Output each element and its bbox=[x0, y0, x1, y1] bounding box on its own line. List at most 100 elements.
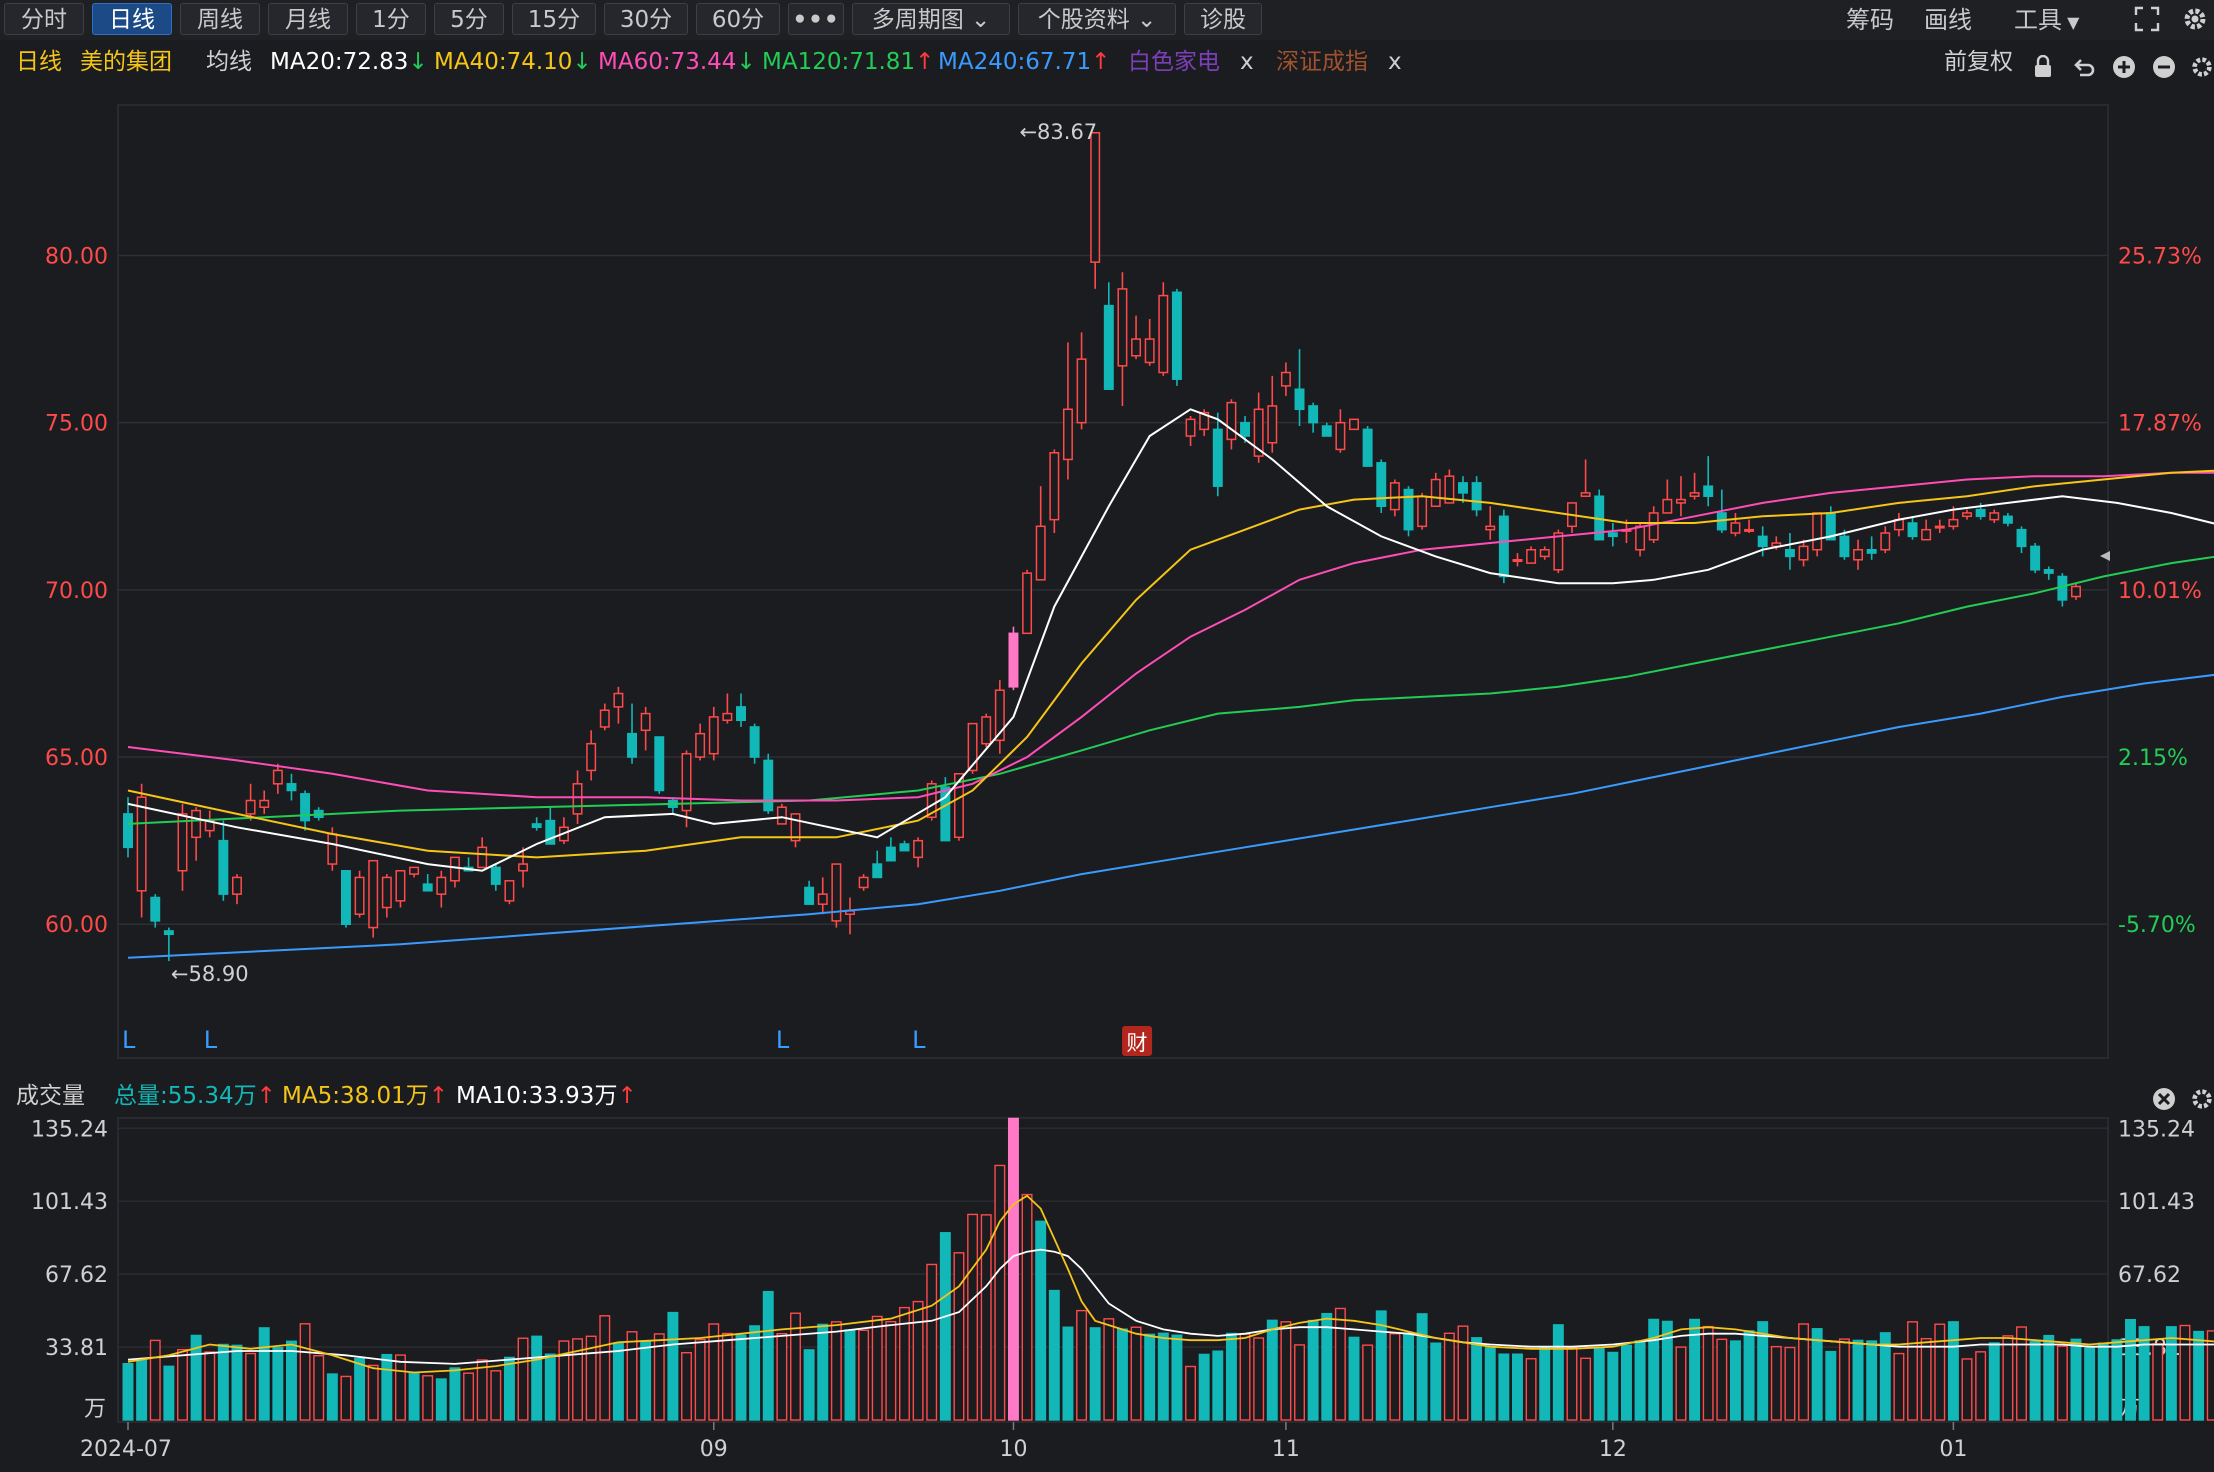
stock-info-dropdown[interactable]: 个股资料 ⌄ bbox=[1018, 3, 1176, 35]
fullscreen-icon[interactable] bbox=[2134, 6, 2160, 32]
tab-daily[interactable]: 日线 bbox=[92, 3, 172, 35]
kline-chart[interactable]: 80.00 25.73% 75.00 17.87% 70.00 10.01% 65.00 2.… bbox=[0, 84, 2214, 1472]
undo-icon[interactable] bbox=[2072, 50, 2096, 94]
ma-type-label[interactable]: 均线 bbox=[206, 49, 252, 75]
volume-bar bbox=[2084, 1347, 2096, 1421]
volume-bar bbox=[1729, 1340, 1741, 1421]
volume-ma5-line bbox=[127, 1194, 2214, 1374]
close-volume-icon[interactable] bbox=[2152, 1084, 2176, 1124]
diagnose-button[interactable]: 诊股 bbox=[1184, 3, 1262, 35]
volume-bar bbox=[585, 1335, 597, 1421]
volume-bar bbox=[572, 1338, 584, 1421]
candle-body bbox=[1662, 498, 1673, 514]
candle-body bbox=[1526, 548, 1537, 564]
volume-bar bbox=[708, 1323, 720, 1421]
volume-bar bbox=[503, 1356, 515, 1421]
volume-bar bbox=[286, 1340, 297, 1421]
lock-icon[interactable] bbox=[2032, 50, 2054, 94]
volume-bar bbox=[435, 1378, 447, 1421]
volume-tick-label: 135.24 bbox=[2118, 1117, 2195, 1142]
draw-line-button[interactable]: 画线 bbox=[1924, 6, 1972, 34]
volume-bar bbox=[1920, 1337, 1932, 1421]
financial-report-marker: 财 bbox=[1127, 1031, 1148, 1055]
zoom-out-icon[interactable] bbox=[2152, 50, 2176, 94]
stock-name[interactable]: 美的集团 bbox=[80, 49, 172, 75]
volume-bar bbox=[1811, 1328, 1823, 1421]
tools-dropdown[interactable]: 工具 ▼ bbox=[2014, 4, 2079, 36]
sector-tag-appliance[interactable]: 白色家电 bbox=[1128, 49, 1220, 75]
volume-bar bbox=[871, 1315, 883, 1421]
chips-button[interactable]: 筹码 bbox=[1846, 6, 1894, 34]
volume-bar bbox=[681, 1351, 692, 1421]
candle-body bbox=[586, 742, 597, 772]
candle-body bbox=[981, 716, 992, 745]
x-axis-label: 11 bbox=[1272, 1437, 1300, 1462]
volume-bar bbox=[217, 1343, 229, 1421]
tab-1min[interactable]: 1分 bbox=[356, 3, 426, 35]
volume-bar bbox=[1130, 1326, 1142, 1421]
ma120-label: MA120:71.81 bbox=[762, 49, 916, 75]
candle-body bbox=[736, 706, 746, 722]
tab-fenshi[interactable]: 分时 bbox=[4, 3, 84, 35]
volume-bar bbox=[1552, 1324, 1564, 1421]
candle-body bbox=[613, 692, 624, 708]
volume-bar bbox=[1975, 1351, 1987, 1421]
volume-bar bbox=[1457, 1325, 1469, 1421]
candle-body bbox=[504, 880, 515, 902]
volume-bar bbox=[1784, 1346, 1796, 1421]
tab-15min[interactable]: 15分 bbox=[512, 3, 596, 35]
candle-body bbox=[1989, 512, 2000, 521]
pct-tick-label: 2.15% bbox=[2118, 746, 2188, 771]
volume-unit-label: 万 bbox=[84, 1397, 106, 1422]
price-restore-mode[interactable]: 前复权 bbox=[1944, 49, 2013, 75]
volume-bar bbox=[1157, 1332, 1169, 1421]
tab-5min[interactable]: 5分 bbox=[434, 3, 504, 35]
candle-body bbox=[272, 769, 283, 785]
close-sector-tag-button[interactable]: x bbox=[1240, 49, 1254, 75]
ma40-line bbox=[127, 469, 2214, 859]
tab-60min[interactable]: 60分 bbox=[696, 3, 780, 35]
chart-settings-gear-icon[interactable] bbox=[2190, 50, 2214, 94]
current-price-pointer-icon bbox=[2100, 551, 2110, 561]
candle-body bbox=[381, 876, 392, 909]
volume-bar bbox=[422, 1375, 434, 1421]
ma120-value: MA120:71.81↑ bbox=[762, 40, 934, 84]
candle-body bbox=[1458, 482, 1468, 494]
multi-period-dropdown[interactable]: 多周期图 ⌄ bbox=[852, 3, 1010, 35]
indicator-info-bar: 日线 美的集团 均线 MA20:72.83↓ MA40:74.10↓ MA60:… bbox=[0, 40, 2214, 84]
volume-bar bbox=[1171, 1334, 1183, 1421]
volume-bar bbox=[1525, 1358, 1537, 1421]
index-tag-szse[interactable]: 深证成指 bbox=[1276, 49, 1368, 75]
close-index-tag-button[interactable]: x bbox=[1388, 49, 1402, 75]
candle-body bbox=[2002, 515, 2013, 524]
x-axis-label: 09 bbox=[700, 1437, 728, 1462]
settings-gear-icon[interactable] bbox=[2182, 6, 2208, 32]
zoom-in-icon[interactable] bbox=[2112, 50, 2136, 94]
more-periods-button[interactable]: ••• bbox=[788, 3, 844, 35]
financial-report-badge bbox=[1122, 1026, 1153, 1056]
candle-body bbox=[449, 856, 460, 882]
volume-bar bbox=[776, 1333, 788, 1421]
x-axis-label: 01 bbox=[1939, 1437, 1967, 1462]
tab-monthly[interactable]: 月线 bbox=[268, 3, 348, 35]
candle-body bbox=[1975, 508, 1986, 518]
x-axis-label: 2024-07 bbox=[80, 1437, 172, 1462]
volume-bar bbox=[299, 1323, 311, 1421]
volume-bar bbox=[2152, 1343, 2164, 1421]
volume-settings-gear-icon[interactable] bbox=[2190, 1084, 2214, 1124]
candle-body bbox=[123, 813, 133, 849]
candle-body bbox=[163, 930, 174, 936]
volume-bar bbox=[558, 1340, 570, 1421]
price-tick-label: 70.00 bbox=[45, 579, 108, 604]
tab-weekly[interactable]: 周线 bbox=[180, 3, 260, 35]
candle-body bbox=[300, 793, 311, 822]
volume-bar bbox=[830, 1321, 842, 1421]
candle-body bbox=[1131, 338, 1142, 357]
volume-bar bbox=[1035, 1220, 1047, 1421]
candle-body bbox=[940, 786, 951, 842]
price-panel-frame bbox=[117, 104, 2109, 1059]
candle-body bbox=[1839, 535, 1850, 558]
volume-bar bbox=[1689, 1318, 1701, 1421]
tab-30min[interactable]: 30分 bbox=[604, 3, 688, 35]
up-arrow-icon: ↑ bbox=[428, 1083, 449, 1109]
